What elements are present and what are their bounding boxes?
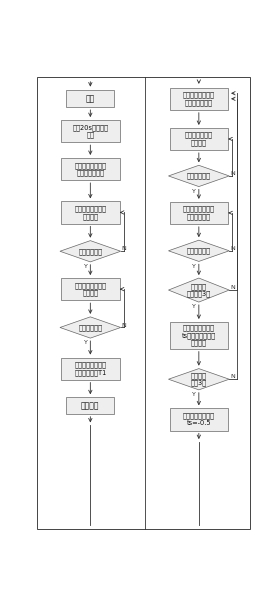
Text: Y: Y: [192, 263, 196, 269]
FancyBboxPatch shape: [61, 120, 120, 142]
FancyBboxPatch shape: [169, 128, 228, 150]
Text: Y: Y: [84, 340, 87, 345]
Text: Y: Y: [192, 304, 196, 309]
Text: N: N: [230, 285, 235, 290]
FancyBboxPatch shape: [169, 409, 228, 431]
FancyBboxPatch shape: [66, 91, 114, 107]
Text: 找到切迹点？: 找到切迹点？: [78, 324, 102, 331]
Text: 充气时刻补偿参数
ts等于前两个切迹
点时推定: 充气时刻补偿参数 ts等于前两个切迹 点时推定: [182, 325, 216, 346]
Text: Y: Y: [192, 188, 196, 194]
Text: N: N: [122, 323, 127, 328]
FancyBboxPatch shape: [66, 397, 114, 414]
FancyBboxPatch shape: [61, 278, 120, 300]
Text: N: N: [230, 171, 235, 176]
Text: 充气时刻补偿参数
ts=-0.5: 充气时刻补偿参数 ts=-0.5: [183, 413, 215, 426]
Text: 开始: 开始: [86, 94, 95, 103]
Text: Y: Y: [192, 392, 196, 397]
Text: 切迹点数
大于等于3？: 切迹点数 大于等于3？: [187, 283, 211, 297]
FancyBboxPatch shape: [169, 322, 228, 349]
Text: 找到切迹点？: 找到切迹点？: [187, 247, 211, 254]
Polygon shape: [169, 278, 229, 302]
FancyBboxPatch shape: [169, 88, 228, 110]
Polygon shape: [169, 240, 229, 262]
FancyBboxPatch shape: [61, 158, 120, 180]
Text: 等得20s，待波形
稳定: 等得20s，待波形 稳定: [72, 124, 108, 138]
Text: 自学习，计算出脉
脉波的关键参数: 自学习，计算出脉 脉波的关键参数: [183, 92, 215, 106]
Text: 搜索一个周期内的
脉脉波切迹点: 搜索一个周期内的 脉脉波切迹点: [183, 206, 215, 220]
Text: Y: Y: [84, 264, 87, 269]
Text: 开始反搭: 开始反搭: [81, 401, 100, 410]
Text: 找到谷値点？: 找到谷値点？: [78, 248, 102, 254]
Polygon shape: [60, 241, 121, 262]
Text: N: N: [230, 246, 235, 251]
Text: 找到谷値点？: 找到谷値点？: [187, 173, 211, 179]
Polygon shape: [60, 317, 121, 338]
FancyBboxPatch shape: [61, 202, 120, 224]
Text: 寻找搜前脉脉波
的谷値点: 寻找搜前脉脉波 的谷値点: [185, 132, 213, 146]
Text: 寻找反搭前脉脉波
的谷値点: 寻找反搭前脉脉波 的谷値点: [74, 205, 106, 220]
FancyBboxPatch shape: [169, 202, 228, 224]
Text: 寻找反搭前脉脉波
的切迹点: 寻找反搭前脉脉波 的切迹点: [74, 282, 106, 296]
Text: 切迹点数
等于3？: 切迹点数 等于3？: [191, 372, 207, 386]
Polygon shape: [169, 166, 229, 187]
Text: 计算切迹点距最近
谷値点的距离T1: 计算切迹点距最近 谷値点的距离T1: [74, 361, 106, 376]
FancyBboxPatch shape: [61, 358, 120, 380]
Text: N: N: [230, 374, 235, 379]
Text: N: N: [122, 247, 127, 251]
Text: 自学习，计算出前
脉波的关键参数: 自学习，计算出前 脉波的关键参数: [74, 162, 106, 176]
Polygon shape: [169, 368, 229, 390]
